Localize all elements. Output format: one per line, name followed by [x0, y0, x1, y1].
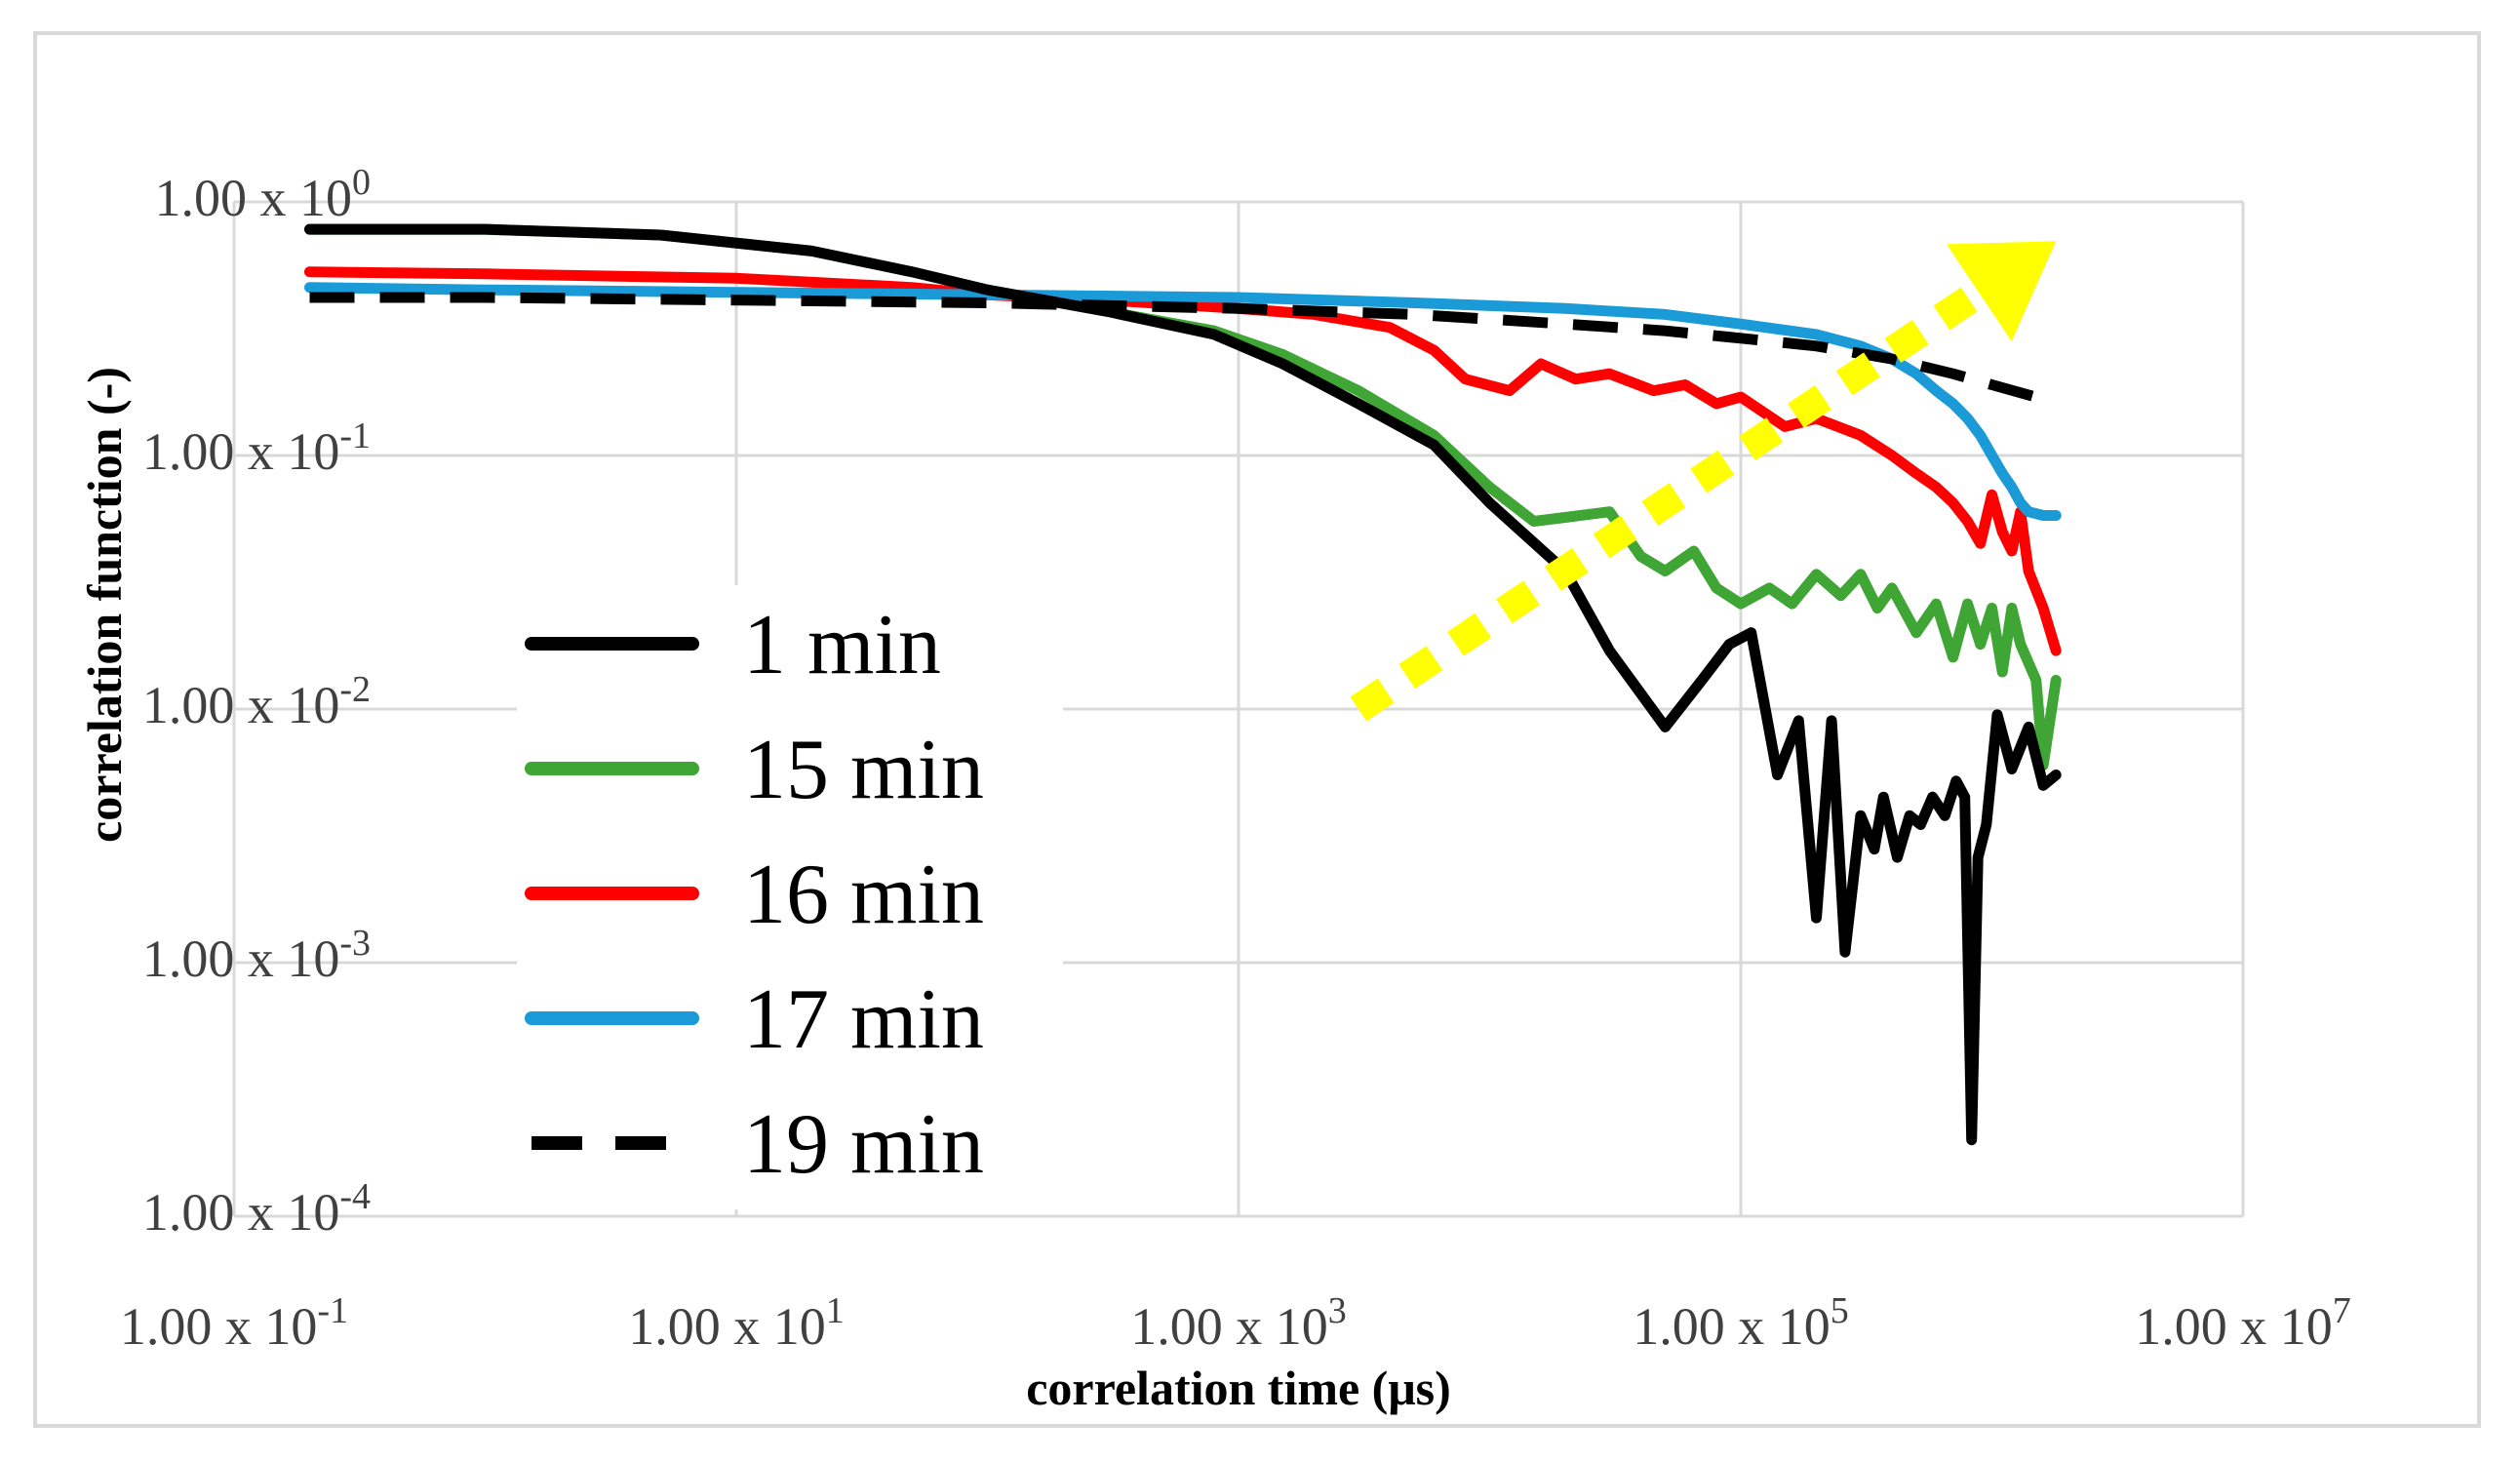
x-tick-label: 1.00 x 101	[628, 1290, 845, 1356]
legend-label: 19 min	[743, 1097, 984, 1192]
trend-arrow	[1350, 241, 2057, 722]
legend-label: 17 min	[743, 972, 984, 1067]
trend-arrow-shaft	[1350, 280, 1988, 722]
chart-frame	[33, 31, 2481, 1428]
y-tick-label: 1.00 x 10-2	[142, 669, 371, 734]
legend-label: 15 min	[743, 723, 984, 817]
x-tick-label: 1.00 x 103	[1130, 1290, 1347, 1356]
legend: 1 min 15 min 16 min 17 min 19 min	[517, 585, 1063, 1209]
legend-label: 1 min	[743, 598, 941, 692]
x-axis-title: correlation time (μs)	[1026, 1361, 1451, 1415]
series-line-1-min	[304, 223, 2062, 1146]
x-tick-label: 1.00 x 105	[1633, 1290, 1849, 1356]
y-tick-labels: 1.00 x 100 1.00 x 10-1 1.00 x 10-2 1.00 x 1…	[142, 162, 371, 1242]
y-tick-label: 1.00 x 10-4	[142, 1176, 371, 1242]
x-tick-label: 1.00 x 107	[2135, 1290, 2351, 1356]
series-layer	[304, 223, 2062, 1146]
trend-arrow-head	[1946, 241, 2057, 341]
y-tick-label: 1.00 x 10-1	[142, 415, 371, 481]
x-tick-labels: 1.00 x 10-1 1.00 x 101 1.00 x 103 1.00 x 10…	[120, 1290, 2351, 1356]
legend-label: 16 min	[743, 848, 984, 942]
y-axis-title: correlation function (-)	[77, 367, 132, 843]
series-line-17-min	[304, 282, 2062, 521]
x-tick-label: 1.00 x 10-1	[120, 1290, 348, 1356]
y-tick-label: 1.00 x 10-3	[142, 923, 371, 988]
series-line-19-min	[309, 292, 2058, 410]
y-tick-label: 1.00 x 100	[155, 162, 372, 227]
